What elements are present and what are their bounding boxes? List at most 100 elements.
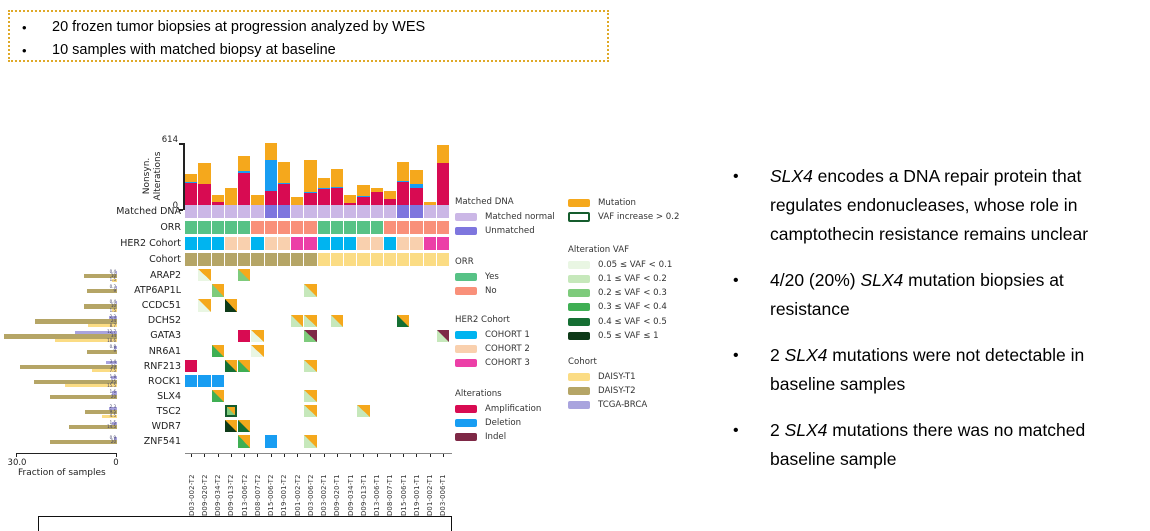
legend-entry-label: DAISY-T2	[598, 385, 636, 396]
legend-entry: 0.2 ≤ VAF < 0.3	[568, 288, 698, 298]
sample-label-text: D09-013-T2	[227, 474, 236, 516]
annotation-cell	[317, 237, 330, 250]
legend-entry-label: Yes	[485, 271, 499, 282]
legend-entry-label: Deletion	[485, 417, 522, 428]
sample-tickmark	[297, 454, 299, 457]
nonsyn-bar-chart	[185, 143, 451, 210]
annotation-cell	[370, 205, 383, 218]
legend-swatch	[455, 418, 477, 427]
nonsyn-bar-segment-mutation	[198, 163, 211, 184]
annotation-cell	[185, 221, 198, 234]
annotation-cell	[383, 205, 396, 218]
oncoprint-cell-mutation	[224, 405, 237, 418]
annotation-cell	[304, 221, 317, 234]
annotation-cell	[251, 205, 264, 218]
sample-label: D01-002-T1	[424, 459, 436, 516]
annotation-cell	[370, 237, 383, 250]
sample-label: D08-007-T1	[384, 459, 396, 516]
sample-label-text: D15-006-T2	[267, 474, 276, 516]
sample-label: D13-006-T1	[371, 459, 383, 516]
annotation-cell	[410, 253, 423, 266]
sample-tickmark	[389, 454, 391, 457]
fraction-bar-tcga_brca	[115, 270, 117, 274]
annotation-cell	[330, 221, 343, 234]
sample-tickmark	[376, 454, 378, 457]
annotation-cell	[198, 221, 211, 234]
fraction-bar-daisy_t1	[112, 278, 117, 282]
sample-label-text: D13-006-T1	[373, 474, 382, 516]
legend-group-title: Alterations	[455, 389, 502, 399]
legend-entry-label: 0.3 ≤ VAF < 0.4	[598, 302, 667, 313]
fraction-axis-zero-tickmark	[116, 453, 117, 457]
sample-label-text: D08-007-T2	[253, 474, 262, 516]
legend-entry-label: Amplification	[485, 403, 542, 414]
nonsyn-bar-segment-amplification	[397, 182, 410, 210]
summary-box: • 20 frozen tumor biopsies at progressio…	[8, 10, 609, 62]
gene-row-label: ROCK1	[148, 375, 181, 387]
annotation-cell	[423, 205, 436, 218]
annotation-cell	[291, 237, 304, 250]
oncoprint-cell-indel	[436, 329, 449, 342]
legend-swatch	[568, 198, 590, 207]
oncoprint-cell-deletion	[185, 374, 198, 388]
oncoprint-cell-mutation	[224, 359, 237, 373]
sample-label: D09-034-T2	[212, 459, 224, 516]
annotation-cell	[224, 205, 237, 218]
fraction-bar-tcga_brca	[109, 315, 117, 320]
legend-entry: COHORT 3	[455, 358, 585, 368]
nonsyn-bar	[410, 143, 423, 210]
sample-label: D03-002-T2	[186, 459, 198, 516]
annotation-cell	[304, 205, 317, 218]
fraction-bar-daisy_t1	[102, 414, 117, 418]
oncoprint-cell-mutation	[304, 359, 317, 373]
annotation-cell	[397, 221, 410, 234]
annotation-cell	[264, 221, 277, 234]
nonsyn-bar-segment-mutation	[185, 173, 198, 183]
annotation-cell	[317, 205, 330, 218]
annotation-cell	[397, 205, 410, 218]
nonsyn-bar-segment-mutation	[397, 162, 410, 182]
nonsyn-bar-segment-mutation	[277, 162, 290, 183]
legend-swatch	[568, 303, 590, 312]
fraction-bar-daisy_t2	[85, 409, 117, 415]
nonsyn-bar	[317, 143, 330, 210]
sample-tickmark	[403, 454, 405, 457]
nonsyn-bar-segment-amplification	[410, 187, 423, 210]
legend-entry-label: VAF increase > 0.2	[598, 211, 680, 222]
sample-label-text: D01-002-T1	[426, 474, 435, 516]
legend-entry: COHORT 2	[455, 344, 585, 354]
oncoprint-cell-mutation	[251, 344, 264, 357]
legend-entry-label: No	[485, 285, 497, 296]
sample-tickmark	[230, 454, 232, 457]
nonsyn-bar-segment-mutation	[211, 195, 224, 202]
oncoprint-cell-mutation	[238, 359, 251, 373]
fraction-bar-daisy_t2	[33, 379, 117, 385]
legend-group: HER2 Cohort COHORT 1 COHORT 2 COHORT 3	[455, 314, 585, 373]
legend-group: Mutation VAF increase > 0.2	[568, 198, 698, 226]
legend-entry: VAF increase > 0.2	[568, 211, 698, 222]
annotation-cell	[357, 237, 370, 250]
annotation-cell	[383, 221, 396, 234]
annotation-cell	[198, 253, 211, 266]
sample-tickmark	[416, 454, 418, 457]
sample-label-text: D19-001-T1	[412, 474, 421, 516]
oncoprint-cell-mutation	[211, 344, 224, 357]
legend-entry-label: TCGA-BRCA	[598, 400, 648, 411]
legend-entry: 0.3 ≤ VAF < 0.4	[568, 302, 698, 313]
annotation-cell	[344, 221, 357, 234]
nonsyn-bar-segment-deletion	[330, 187, 343, 188]
gene-row-label: ARAP2	[150, 270, 181, 281]
nonsyn-bar-segment-mutation	[344, 194, 357, 204]
annotation-cell	[317, 221, 330, 234]
legend-entry: Amplification	[455, 404, 585, 414]
annotation-cell	[238, 237, 251, 250]
nonsyn-bar	[330, 143, 343, 210]
fraction-bar-daisy_t2	[87, 349, 117, 354]
fraction-bar-daisy_t2	[83, 274, 117, 279]
legend-swatch	[455, 433, 477, 442]
gene-row-label: ATP6AP1L	[134, 285, 181, 297]
annotation-cell	[277, 221, 290, 234]
annotation-cell	[344, 205, 357, 218]
legend-entry: 0.4 ≤ VAF < 0.5	[568, 317, 698, 327]
x-axis-line	[185, 453, 452, 454]
